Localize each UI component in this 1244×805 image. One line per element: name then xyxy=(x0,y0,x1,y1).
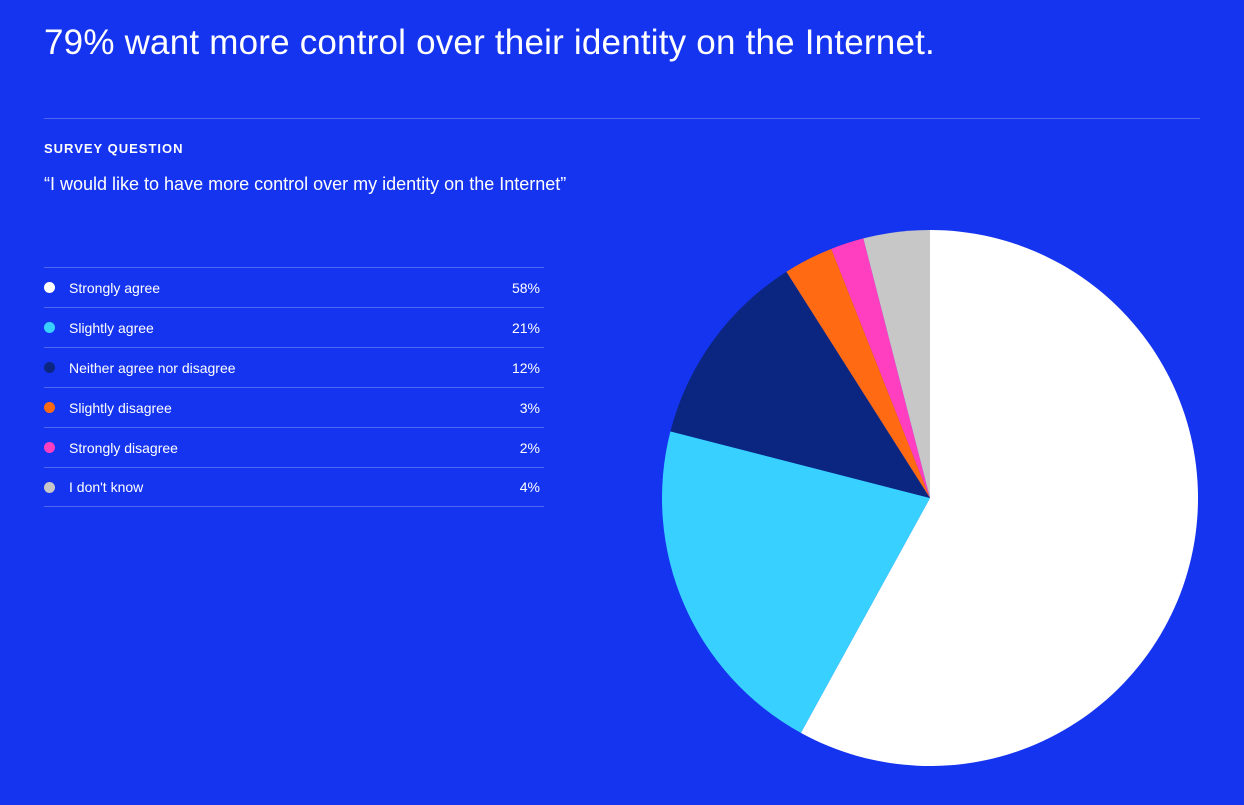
divider xyxy=(44,118,1200,119)
legend-row: Slightly disagree3% xyxy=(44,387,544,427)
legend-value: 12% xyxy=(512,360,544,376)
legend-swatch xyxy=(44,442,55,453)
legend-swatch xyxy=(44,322,55,333)
legend-row: Slightly agree21% xyxy=(44,307,544,347)
survey-question-text: “I would like to have more control over … xyxy=(44,170,584,200)
legend-label: Slightly disagree xyxy=(69,400,520,416)
legend-row: Neither agree nor disagree12% xyxy=(44,347,544,387)
legend-swatch xyxy=(44,482,55,493)
pie-chart xyxy=(660,228,1200,768)
legend-value: 4% xyxy=(520,479,544,495)
legend-value: 58% xyxy=(512,280,544,296)
legend-swatch xyxy=(44,402,55,413)
legend-value: 3% xyxy=(520,400,544,416)
legend-row: Strongly disagree2% xyxy=(44,427,544,467)
legend-label: I don't know xyxy=(69,479,520,495)
legend-row: I don't know4% xyxy=(44,467,544,507)
legend-value: 21% xyxy=(512,320,544,336)
legend-label: Neither agree nor disagree xyxy=(69,360,512,376)
legend-value: 2% xyxy=(520,440,544,456)
legend-row: Strongly agree58% xyxy=(44,267,544,307)
legend-label: Strongly disagree xyxy=(69,440,520,456)
legend-label: Strongly agree xyxy=(69,280,512,296)
legend-swatch xyxy=(44,362,55,373)
section-label: SURVEY QUESTION xyxy=(44,141,1200,156)
headline: 79% want more control over their identit… xyxy=(44,20,964,66)
legend: Strongly agree58%Slightly agree21%Neithe… xyxy=(44,267,544,507)
legend-label: Slightly agree xyxy=(69,320,512,336)
legend-swatch xyxy=(44,282,55,293)
